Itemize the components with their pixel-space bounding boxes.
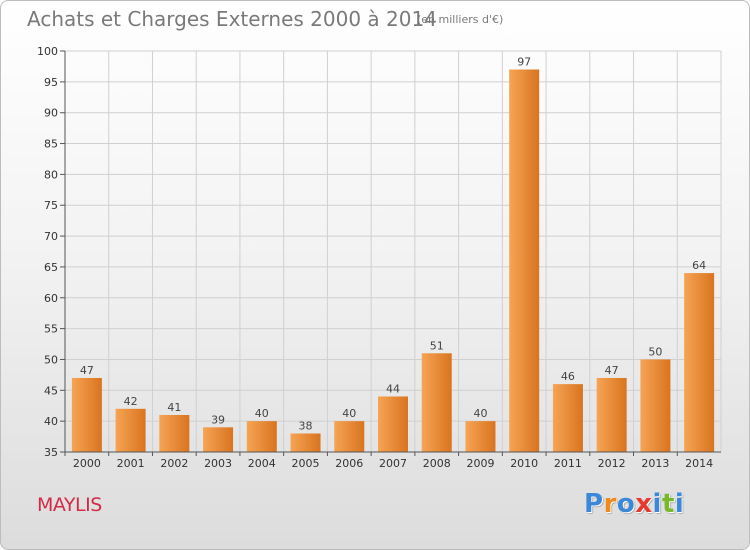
- y-tick-label: 35: [44, 446, 58, 459]
- bar-2011[interactable]: [552, 384, 583, 452]
- logo-letter: r: [603, 489, 617, 519]
- y-tick-label: 75: [44, 199, 58, 212]
- y-tick-label: 55: [44, 323, 58, 336]
- bar-2008[interactable]: [421, 353, 452, 452]
- bar-2010[interactable]: [509, 69, 540, 452]
- y-tick-label: 60: [44, 292, 58, 305]
- axes: 35 40 45 50 55 60 65 70 75 80 85 90 95 100 2000 2001 200…: [37, 45, 721, 470]
- logo-letter: t: [661, 489, 675, 519]
- y-tick-label: 100: [37, 45, 58, 58]
- data-label: 51: [430, 339, 444, 352]
- data-label: 50: [648, 345, 662, 358]
- bar-2001[interactable]: [115, 408, 146, 452]
- commune-name: MAYLIS: [37, 494, 102, 516]
- logo-letter: x: [635, 489, 653, 519]
- proxiti-logo[interactable]: Proxiti: [584, 489, 684, 519]
- data-label: 64: [692, 259, 706, 272]
- x-tick-label: 2014: [685, 457, 713, 470]
- data-label: 47: [80, 364, 94, 377]
- data-label: 46: [561, 370, 575, 383]
- x-tick-label: 2001: [117, 457, 145, 470]
- bar-2013[interactable]: [640, 359, 671, 452]
- y-tick-label: 65: [44, 261, 58, 274]
- y-tick-label: 85: [44, 138, 58, 151]
- data-label: 40: [255, 407, 269, 420]
- data-label: 38: [299, 419, 313, 432]
- y-tick-label: 45: [44, 384, 58, 397]
- x-tick-label: 2007: [379, 457, 407, 470]
- y-tick-label: 90: [44, 107, 58, 120]
- chart-title: Achats et Charges Externes 2000 à 2014: [27, 7, 437, 31]
- bar-2014[interactable]: [684, 273, 715, 452]
- bar-2004[interactable]: [246, 421, 277, 452]
- data-label: 44: [386, 382, 400, 395]
- logo-letter: P: [584, 489, 604, 519]
- x-tick-label: 2005: [292, 457, 320, 470]
- x-tick-label: 2000: [73, 457, 101, 470]
- data-label: 42: [124, 395, 138, 408]
- y-tick-label: 70: [44, 230, 58, 243]
- data-label: 40: [342, 407, 356, 420]
- y-tick-label: 40: [44, 415, 58, 428]
- x-tick-label: 2012: [598, 457, 626, 470]
- data-label: 40: [473, 407, 487, 420]
- x-tick-label: 2013: [641, 457, 669, 470]
- bars: 47 42 41 39 40 38 40 44 51 40 97 46 47 50 64: [71, 56, 715, 452]
- bar-2000[interactable]: [71, 377, 102, 452]
- x-tick-label: 2009: [466, 457, 494, 470]
- data-label: 97: [517, 56, 531, 69]
- bar-2007[interactable]: [378, 396, 408, 452]
- chart-subtitle: (en milliers d'€): [417, 13, 504, 26]
- bar-2005[interactable]: [290, 433, 321, 452]
- logo-letter: i: [652, 489, 662, 519]
- data-label: 47: [605, 364, 619, 377]
- data-label: 41: [167, 401, 181, 414]
- bar-2003[interactable]: [203, 427, 234, 452]
- x-tick-label: 2002: [160, 457, 188, 470]
- y-tick-label: 50: [44, 353, 58, 366]
- x-tick-label: 2008: [423, 457, 451, 470]
- bar-2002[interactable]: [159, 414, 190, 452]
- bar-2006[interactable]: [334, 421, 365, 452]
- bar-2009[interactable]: [465, 421, 496, 452]
- logo-letter: i: [674, 489, 685, 519]
- y-tick-label: 95: [44, 76, 58, 89]
- x-tick-label: 2011: [554, 457, 582, 470]
- x-tick-label: 2003: [204, 457, 232, 470]
- data-label: 39: [211, 413, 225, 426]
- x-tick-label: 2006: [335, 457, 363, 470]
- logo-letter: o: [616, 489, 636, 519]
- bar-2012[interactable]: [596, 377, 627, 452]
- x-tick-label: 2004: [248, 457, 276, 470]
- y-tick-label: 80: [44, 168, 58, 181]
- x-tick-label: 2010: [510, 457, 538, 470]
